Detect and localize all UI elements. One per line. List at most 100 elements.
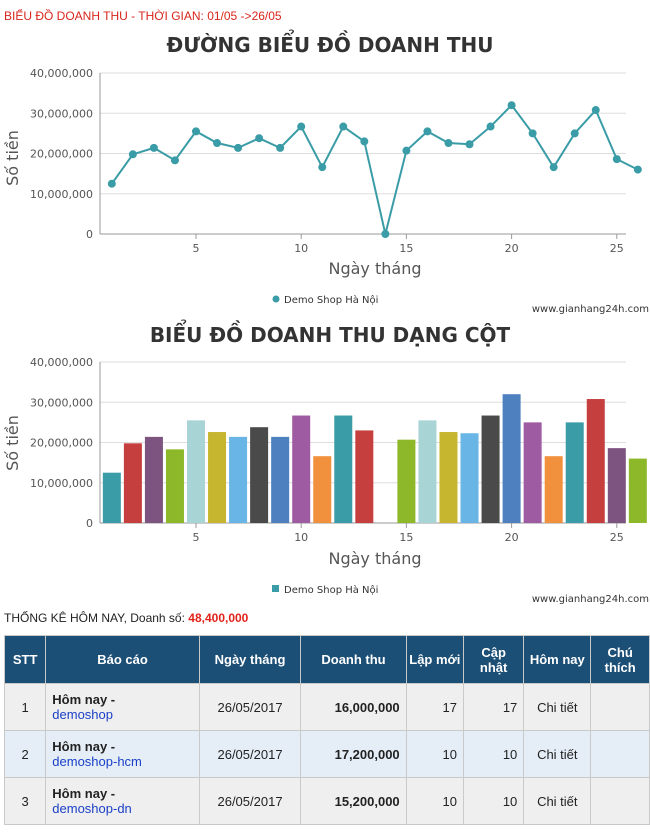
- line-point: [402, 146, 411, 155]
- col-header-revenue: Doanh thu: [300, 635, 407, 684]
- bar: [123, 443, 142, 523]
- cell-report: Hôm nay - demoshop: [45, 683, 200, 731]
- cell-created: 17: [405, 683, 464, 731]
- cell-updated: 10: [462, 730, 525, 778]
- line-x-tick-label: 15: [399, 242, 413, 255]
- line-point: [423, 127, 432, 136]
- line-y-tick-labels: 0 10,000,000 20,000,000 30,000,000 40,000,00…: [30, 67, 93, 241]
- bar: [250, 427, 269, 523]
- cell-date: 26/05/2017: [198, 730, 302, 778]
- line-x-tick-label: 25: [610, 242, 624, 255]
- line-point: [486, 122, 495, 131]
- line-point: [591, 106, 600, 115]
- report-title: Hôm nay -: [52, 739, 116, 754]
- detail-link[interactable]: Chi tiết: [523, 683, 592, 731]
- line-point: [444, 139, 453, 148]
- bar: [397, 439, 416, 523]
- col-header-report: Báo cáo: [45, 635, 200, 684]
- bar: [355, 430, 374, 523]
- cell-date: 26/05/2017: [198, 683, 302, 731]
- bar: [460, 433, 479, 523]
- cell-revenue: 16,000,000: [300, 683, 407, 731]
- bar: [102, 472, 121, 523]
- bar: [586, 399, 605, 523]
- bar-y-tick-label: 30,000,000: [30, 396, 93, 409]
- detail-link[interactable]: Chi tiết: [523, 777, 592, 825]
- line-chart-svg: ĐƯỜNG BIỂU ĐỒ DOANH THU 0 10,000,000 20,00…: [3, 31, 649, 315]
- line-point: [213, 139, 222, 148]
- line-y-tick-label: 20,000,000: [30, 148, 93, 161]
- line-point: [549, 163, 558, 172]
- col-header-created: Lập mới: [405, 635, 464, 684]
- today-summary: THỐNG KÊ HÔM NAY, Doanh số: 48,400,000: [4, 611, 248, 625]
- line-chart: ĐƯỜNG BIỂU ĐỒ DOANH THU 0 10,000,000 20,00…: [0, 28, 650, 318]
- line-legend-label: Demo Shop Hà Nội: [284, 294, 378, 306]
- bar-y-tick-label: 40,000,000: [30, 356, 93, 369]
- line-point: [612, 155, 621, 164]
- bar: [523, 422, 542, 523]
- line-point: [570, 129, 579, 138]
- cell-report: Hôm nay - demoshop-dn: [45, 777, 200, 825]
- cell-stt: 3: [3, 777, 47, 825]
- bar: [628, 458, 647, 523]
- line-point: [465, 140, 474, 149]
- detail-link[interactable]: Chi tiết: [523, 730, 592, 778]
- bar: [607, 448, 626, 523]
- line-point: [507, 101, 516, 110]
- bar-x-tick-label: 10: [294, 531, 308, 544]
- cell-note: [590, 777, 650, 825]
- bar-x-tick-label: 20: [505, 531, 519, 544]
- line-y-tick-label: 10,000,000: [30, 188, 93, 201]
- bar-x-tick-labels: 5 10 15 20 25: [193, 523, 624, 544]
- bar: [334, 415, 353, 523]
- bar-chart-title: BIỂU ĐỒ DOANH THU DẠNG CỘT: [150, 321, 511, 347]
- col-header-note: Chú thích: [590, 635, 650, 684]
- line-x-tick-label: 10: [294, 242, 308, 255]
- line-chart-title: ĐƯỜNG BIỂU ĐỒ DOANH THU: [167, 31, 494, 57]
- line-point: [149, 143, 158, 152]
- bar-chart-svg: BIỂU ĐỒ DOANH THU DẠNG CỘT 0 10,000,000 20…: [3, 321, 649, 605]
- bar-y-tick-labels: 0 10,000,000 20,000,000 30,000,000 40,000,00…: [30, 356, 93, 530]
- bar: [271, 436, 290, 523]
- bar: [544, 456, 563, 523]
- line-point: [339, 122, 348, 131]
- bar-x-tick-label: 15: [399, 531, 413, 544]
- line-point: [255, 134, 264, 143]
- summary-label: THỐNG KÊ HÔM NAY, Doanh số:: [4, 611, 185, 625]
- bar-chart-ylabel: Số tiền: [3, 415, 22, 471]
- bar-legend-label: Demo Shop Hà Nội: [284, 584, 378, 596]
- cell-updated: 17: [462, 683, 525, 731]
- line-x-tick-label: 5: [193, 242, 200, 255]
- line-point: [192, 127, 200, 136]
- bar: [292, 415, 311, 523]
- cell-note: [590, 683, 650, 731]
- line-legend-marker: [272, 295, 280, 303]
- bar-x-tick-label: 25: [610, 531, 624, 544]
- line-y-tick-label: 30,000,000: [30, 107, 93, 120]
- line-point: [528, 129, 537, 138]
- summary-amount: 48,400,000: [188, 611, 249, 625]
- line-point: [633, 165, 642, 174]
- line-point: [381, 230, 390, 238]
- col-header-stt: STT: [3, 635, 47, 684]
- bar: [208, 432, 227, 523]
- line-point: [107, 179, 116, 188]
- report-shop: demoshop-hcm: [52, 754, 142, 769]
- bar: [229, 436, 248, 523]
- bar-series-demo-shop-ha-noi: [102, 394, 647, 523]
- line-x-tick-label: 20: [505, 242, 519, 255]
- report-title: Hôm nay -: [52, 786, 116, 801]
- bar: [187, 420, 205, 523]
- line-chart-credit: www.gianhang24h.com: [532, 304, 649, 315]
- page-header: BIỂU ĐỒ DOANH THU - THỜI GIAN: 01/05 ->2…: [4, 9, 282, 23]
- line-chart-xlabel: Ngày tháng: [329, 259, 422, 278]
- cell-updated: 10: [462, 777, 525, 825]
- line-y-tick-label: 0: [86, 228, 93, 241]
- report-shop: demoshop: [52, 707, 113, 722]
- cell-report: Hôm nay - demoshop-hcm: [45, 730, 200, 778]
- bar-y-tick-label: 0: [86, 517, 93, 530]
- bar-chart-xlabel: Ngày tháng: [329, 549, 422, 568]
- line-point: [128, 150, 137, 159]
- cell-stt: 2: [3, 730, 47, 778]
- col-header-today: Hôm nay: [523, 635, 592, 684]
